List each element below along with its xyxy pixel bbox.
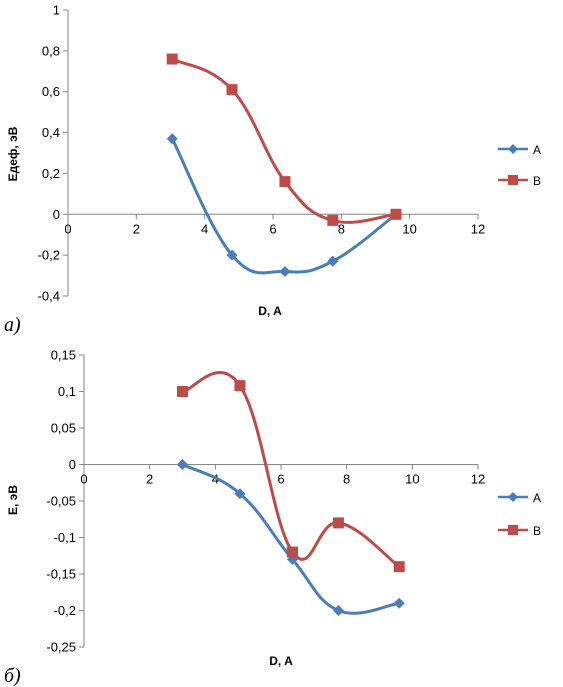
- y-tick-label-a: 0,6: [42, 84, 60, 99]
- data-point-a-series-a: [279, 265, 291, 277]
- x-tick-label-b: 12: [471, 472, 485, 487]
- x-axis-title-b: D, A: [269, 654, 293, 668]
- data-point-b-series-a: [332, 605, 344, 616]
- legend-item-a-series-a: A: [498, 143, 541, 157]
- y-axis-title-b: E, эВ: [6, 485, 20, 515]
- data-point-b-series-b: [332, 517, 344, 529]
- y-tick-label-b: -0,2: [54, 603, 76, 618]
- data-point-a-series-a: [327, 255, 339, 267]
- panel-label-b: б): [4, 665, 21, 687]
- data-point-b-series-b: [177, 386, 188, 397]
- data-point-a-series-b: [166, 53, 178, 65]
- y-tick-label-a: 0,8: [42, 43, 60, 58]
- data-point-a-series-b: [279, 176, 291, 188]
- chart-panel-a: а) D, A Eдеф, эВ A B -0,4 -0,2 0 0,2 0,4 0,6 0…: [4, 3, 541, 337]
- x-tick-label-b: 0: [80, 472, 87, 487]
- chart-panel-b: б) D, A E, эВ A B -0,25 -0,2 -0,15 -0,1 -0,0…: [4, 348, 541, 687]
- data-point-b-series-b: [393, 561, 405, 573]
- series-line-a-series-b: [171, 57, 397, 224]
- x-tick-label-a: 2: [133, 221, 140, 236]
- legend-label-b-series-a: A: [533, 491, 541, 505]
- y-tick-label-b: -0,25: [46, 640, 76, 655]
- series-line-a-series-a: [170, 138, 397, 275]
- y-tick-label-a: 1: [53, 3, 60, 18]
- legend-label-a-series-a: A: [533, 143, 541, 157]
- y-tick-label-b: -0,1: [54, 530, 76, 545]
- legend-item-b-series-b: B: [498, 524, 541, 538]
- x-tick-label-a: 12: [471, 221, 485, 236]
- data-point-a-series-b: [390, 208, 402, 220]
- legend-marker-b-series-b: [508, 525, 518, 535]
- data-point-b-series-a: [234, 488, 246, 500]
- legend-item-b-series-a: A: [498, 491, 541, 505]
- legend-item-a-series-b: B: [498, 174, 541, 188]
- x-tick-label-b: 8: [343, 472, 350, 487]
- y-tick-label-b: 0,1: [58, 384, 76, 399]
- y-tick-label-a: -0,2: [38, 248, 60, 263]
- x-tick-label-a: 6: [269, 221, 276, 236]
- y-tick-label-a: 0,4: [42, 125, 60, 140]
- y-tick-label-a: -0,4: [38, 289, 60, 304]
- y-tick-label-a: 0,2: [42, 166, 60, 181]
- x-tick-label-b: 10: [405, 472, 419, 487]
- x-axis-title-a: D, A: [258, 304, 282, 318]
- data-point-b-series-a: [393, 597, 405, 609]
- x-tick-label-a: 0: [64, 221, 71, 236]
- x-tick-label-b: 2: [146, 472, 153, 487]
- y-tick-label-b: -0,05: [46, 494, 76, 509]
- y-tick-label-b: 0,15: [51, 348, 76, 363]
- legend-marker-b-series-a: [508, 492, 518, 502]
- data-point-b-series-a: [177, 459, 188, 470]
- x-tick-label-a: 8: [338, 221, 345, 236]
- legend-label-b-series-b: B: [533, 524, 541, 538]
- x-tick-label-b: 6: [277, 472, 284, 487]
- series-line-b-series-b: [182, 371, 401, 568]
- panel-label-a: а): [4, 314, 21, 336]
- y-tick-label-b: 0,05: [51, 421, 76, 436]
- data-point-a-series-a: [166, 133, 178, 145]
- data-point-b-series-b: [286, 546, 298, 558]
- y-tick-label-b: -0,15: [46, 567, 76, 582]
- legend-marker-a-series-a: [508, 144, 518, 154]
- data-point-a-series-a: [226, 249, 238, 261]
- legend-marker-a-series-b: [508, 175, 518, 185]
- data-point-b-series-b: [234, 380, 246, 392]
- y-tick-label-a: 0: [53, 207, 60, 222]
- data-point-a-series-b: [327, 214, 339, 226]
- legend-b: A B: [498, 491, 541, 538]
- x-tick-label-a: 4: [201, 221, 208, 236]
- y-axis-title-a: Eдеф, эВ: [6, 126, 20, 181]
- legend-label-a-series-b: B: [533, 174, 541, 188]
- data-point-a-series-b: [226, 84, 238, 96]
- x-tick-label-a: 10: [402, 221, 416, 236]
- legend-a: A B: [498, 143, 541, 188]
- y-tick-label-b: 0: [69, 457, 76, 472]
